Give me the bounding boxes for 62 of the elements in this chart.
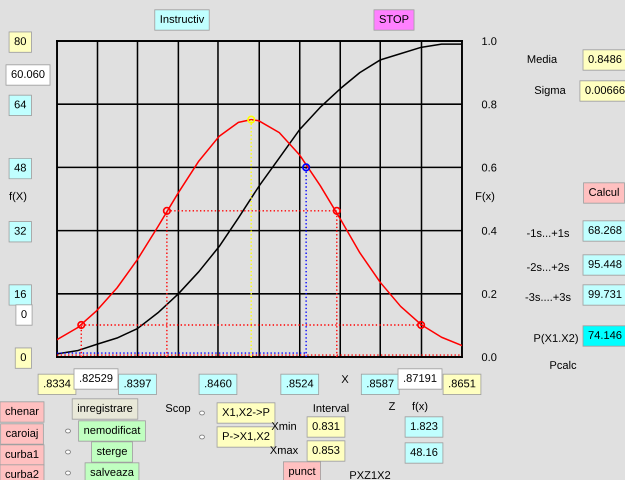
- y-tick-label: 80: [14, 37, 26, 46]
- y2-tick-label: 0.6: [482, 164, 496, 172]
- text: .82529: [80, 374, 112, 382]
- x-tick-label: .8334: [44, 380, 71, 388]
- x-tick-label: .8651: [449, 380, 476, 388]
- text: curba1: [5, 450, 38, 458]
- y-tick-label: 16: [14, 290, 26, 298]
- text: chenar: [5, 406, 39, 415]
- x-tick-label: .8397: [124, 380, 151, 388]
- y-tick-label: 0: [20, 353, 26, 362]
- text: Calcul: [589, 188, 619, 196]
- text: 60.060: [12, 70, 45, 78]
- text: curba2: [5, 470, 38, 478]
- x-tick-label: .8460: [205, 380, 232, 388]
- text: 48.16: [410, 448, 438, 456]
- y2-tick-label: 0.4: [482, 226, 497, 235]
- text: 0.00666: [585, 86, 625, 94]
- text: -3s....+3s: [525, 293, 571, 301]
- text: nemodificat: [84, 426, 140, 434]
- y-tick-label: 32: [14, 226, 26, 235]
- text: Media: [528, 54, 558, 63]
- text: -1s...+1s: [527, 229, 570, 237]
- text: PXZ1X2: [350, 471, 390, 479]
- text: 0.831: [312, 422, 340, 430]
- text: 74.146: [588, 331, 622, 339]
- text: -2s...+2s: [527, 263, 570, 271]
- x-tick-label: .8587: [367, 380, 394, 388]
- y2-tick-label: 1.0: [482, 37, 496, 46]
- text: 0.8486: [588, 55, 622, 63]
- text: 1.823: [410, 422, 438, 430]
- text: .87191: [404, 374, 436, 382]
- text: Sigma: [534, 86, 566, 96]
- text: 95.448: [588, 260, 622, 268]
- text: Interval: [314, 404, 348, 412]
- text: Scop: [166, 404, 190, 414]
- text: 0.853: [312, 446, 340, 454]
- text: caroiaj: [6, 428, 38, 440]
- text: 68.268: [588, 226, 622, 234]
- text: f(x): [412, 402, 428, 412]
- text: Instructiv: [160, 14, 204, 23]
- y-tick-label: 64: [14, 100, 26, 108]
- text: P->X1,X2: [222, 432, 270, 442]
- text: sterge: [96, 448, 127, 458]
- y2-tick-label: 0.0: [482, 353, 496, 362]
- text: punct: [289, 468, 316, 478]
- y-axis-title: f(X): [9, 192, 26, 202]
- text: salveaza: [90, 468, 134, 476]
- text: STOP: [379, 15, 408, 23]
- text: Pcalc: [550, 360, 576, 369]
- y2-tick-label: 0.8: [482, 100, 496, 108]
- text: inregistrare: [78, 404, 132, 414]
- text: 99.731: [588, 290, 622, 298]
- x-axis-title: X: [342, 375, 348, 383]
- text: Xmin: [272, 422, 296, 430]
- x-tick-label: .8524: [286, 380, 314, 388]
- text: Z: [388, 402, 396, 410]
- text: P(X1.X2): [534, 334, 578, 344]
- y2-axis-title: F(x): [476, 192, 494, 202]
- y-tick-label: 48: [14, 164, 26, 172]
- text: X1,X2->P: [222, 408, 270, 418]
- text: Xmax: [270, 446, 298, 454]
- y2-tick-label: 0.2: [482, 290, 496, 298]
